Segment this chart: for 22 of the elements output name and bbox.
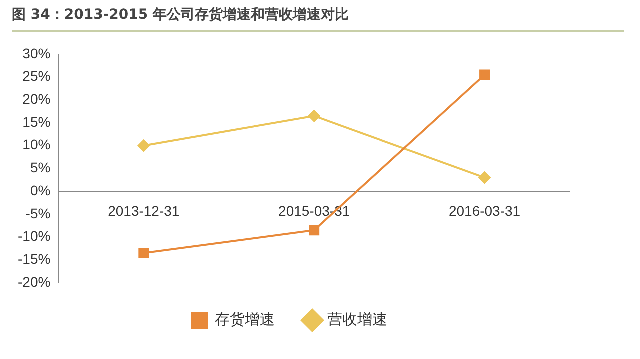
y-tick-label: -15% [18, 251, 51, 267]
y-tick-label: 20% [22, 90, 51, 107]
point [138, 248, 150, 259]
point [480, 70, 490, 80]
y-tick-label: 25% [22, 68, 51, 84]
x-tick-label: 2013-12-31 [108, 202, 180, 219]
point [308, 110, 320, 122]
y-tick-label: 10% [22, 136, 51, 153]
point [138, 140, 150, 152]
x-tick-label: 2016-03-31 [448, 202, 521, 219]
y-tick-label: 15% [22, 114, 51, 130]
y-tick-label: -5% [26, 205, 51, 222]
point [478, 172, 491, 184]
chart-title: 图 34：2013-2015 年公司存货增速和营收增速对比 [12, 6, 624, 32]
y-tick-label: 0% [30, 182, 51, 198]
y-tick-label: 30% [22, 45, 51, 62]
y-tick-label: 5% [30, 160, 51, 176]
y-tick-label: -20% [18, 274, 51, 290]
point [309, 225, 320, 236]
y-tick-label: -10% [18, 228, 51, 244]
legend-label: 营收增速 [328, 310, 388, 328]
legend-label: 存货增速 [215, 310, 275, 328]
